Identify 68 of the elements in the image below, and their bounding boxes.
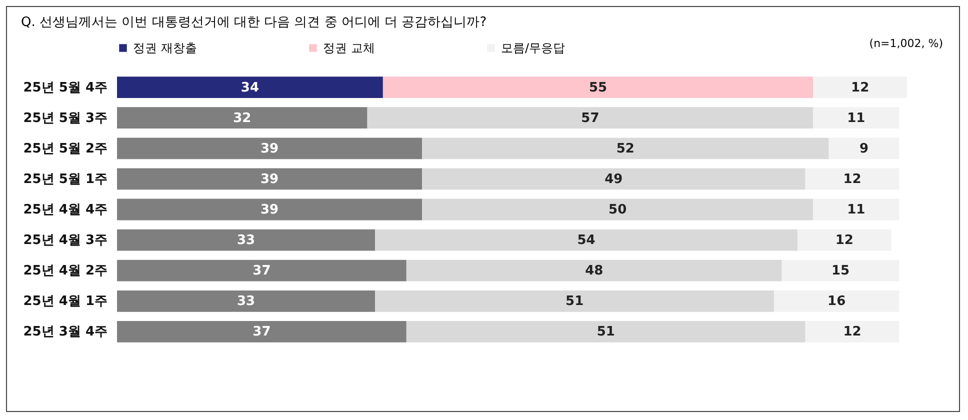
bar — [117, 290, 376, 312]
data-label: 11 — [847, 202, 866, 218]
bar — [117, 321, 406, 342]
bar — [375, 229, 798, 251]
data-label: 12 — [835, 233, 854, 248]
bar — [117, 138, 422, 160]
bar — [797, 229, 892, 251]
bar — [422, 198, 814, 220]
data-label: 11 — [847, 110, 866, 126]
data-label: 54 — [577, 233, 596, 248]
bar — [805, 321, 900, 342]
y-tick-label: 25년 4월 4주 — [23, 202, 108, 218]
legend-label: 정권 재창출 — [133, 41, 197, 55]
data-label: 55 — [588, 80, 608, 96]
y-tick-label: 25년 5월 4주 — [23, 80, 108, 96]
data-label: 51 — [596, 324, 615, 340]
bar — [422, 138, 829, 160]
data-label: 32 — [233, 110, 252, 126]
data-label: 52 — [616, 141, 634, 156]
data-label: 39 — [260, 202, 279, 218]
chart-title: Q. 선생님께서는 이번 대통령선거에 대한 다음 의견 중 어디에 더 공감하십니까? — [21, 14, 487, 31]
data-label: 12 — [851, 80, 870, 96]
bar — [117, 76, 383, 98]
data-label: 16 — [828, 294, 846, 310]
data-label: 57 — [581, 110, 600, 126]
y-tick-label: 25년 4월 1주 — [23, 294, 108, 310]
bar — [382, 76, 814, 98]
legend-label: 정권 교체 — [323, 41, 375, 55]
y-tick-label: 25년 5월 2주 — [23, 141, 108, 156]
legend-label: 모름/무응답 — [501, 41, 566, 55]
data-label: 12 — [843, 324, 862, 340]
bar — [813, 76, 907, 98]
data-label: 37 — [252, 264, 271, 279]
bar — [375, 290, 774, 312]
bar — [117, 260, 406, 282]
bar — [805, 168, 900, 190]
data-label: 48 — [585, 264, 604, 279]
y-tick-label: 25년 5월 1주 — [23, 172, 108, 187]
bar — [117, 229, 376, 251]
bar — [117, 168, 422, 190]
bar — [117, 198, 422, 220]
bar — [782, 260, 900, 282]
bar — [406, 321, 806, 342]
bar — [117, 107, 368, 129]
bar — [774, 290, 900, 312]
data-label: 15 — [831, 264, 850, 279]
data-label: 34 — [240, 80, 260, 96]
data-label: 33 — [237, 294, 256, 310]
y-tick-label: 25년 5월 3주 — [23, 110, 108, 126]
data-label: 37 — [252, 324, 271, 340]
bar — [813, 107, 900, 129]
data-label: 49 — [604, 172, 623, 187]
bar — [422, 168, 806, 190]
data-label: 12 — [843, 172, 862, 187]
y-tick-label: 25년 4월 3주 — [23, 233, 108, 248]
bar — [406, 260, 782, 282]
bar — [813, 198, 900, 220]
data-label: 51 — [566, 294, 584, 310]
data-label: 39 — [260, 141, 279, 156]
bar — [828, 138, 900, 160]
y-tick-label: 25년 4월 2주 — [23, 264, 108, 279]
data-label: 9 — [859, 141, 869, 156]
text: (n=1,002, %) — [869, 37, 943, 50]
y-tick-label: 25년 3월 4주 — [23, 324, 108, 340]
data-label: 33 — [237, 233, 256, 248]
data-label: 39 — [260, 172, 279, 187]
data-label: 50 — [608, 202, 627, 218]
bar — [367, 107, 814, 129]
